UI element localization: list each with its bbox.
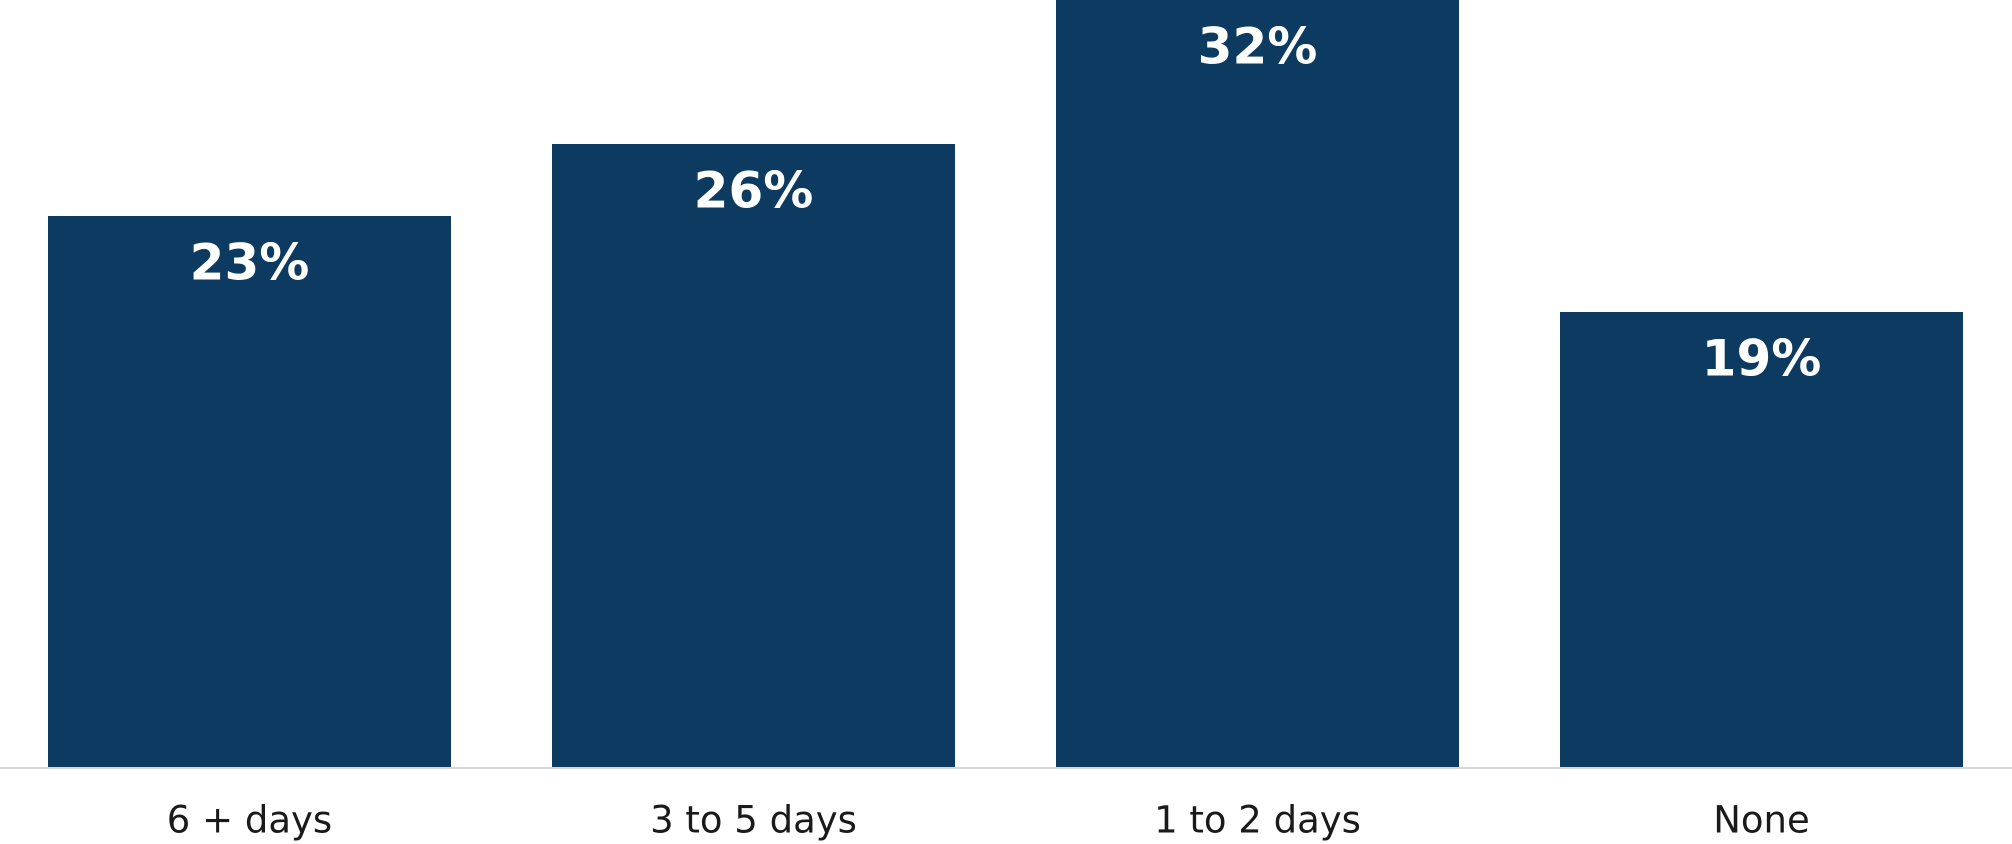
bar-1 — [552, 144, 955, 768]
bars-group — [48, 0, 1963, 768]
category-label-2: 1 to 2 days — [1154, 799, 1361, 842]
bar-value-label-1: 26% — [694, 162, 814, 220]
bar-value-label-0: 23% — [190, 234, 310, 292]
labels-group: 23% 6 + days 26% 3 to 5 days 32% 1 to 2 days 1… — [167, 18, 1822, 842]
bar-value-label-2: 32% — [1198, 18, 1318, 76]
bar-0 — [48, 216, 451, 768]
category-label-1: 3 to 5 days — [650, 799, 857, 842]
category-label-3: None — [1713, 799, 1810, 842]
bar-value-label-3: 19% — [1702, 330, 1822, 388]
category-label-0: 6 + days — [167, 799, 332, 842]
bar-3 — [1560, 312, 1963, 768]
bar-2 — [1056, 0, 1459, 768]
